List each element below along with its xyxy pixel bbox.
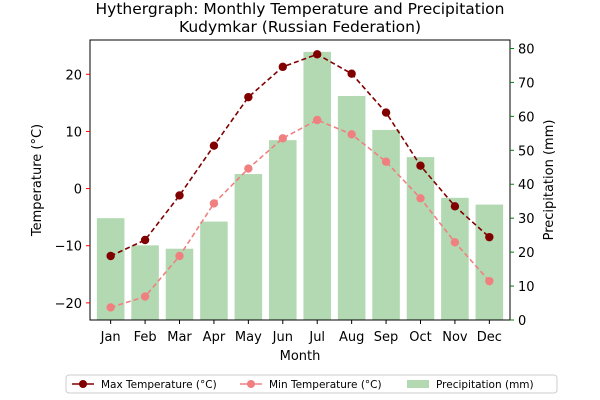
min-temperature-line [110, 119, 490, 309]
y-right-tick-label: 50 [518, 144, 535, 159]
max-temperature-point [347, 69, 356, 78]
x-tick-label: Aug [339, 330, 364, 345]
x-tick-label: May [235, 330, 262, 345]
temperature-lines [106, 50, 494, 312]
y-right-tick-label: 0 [518, 314, 526, 329]
min-temperature-point [244, 164, 253, 173]
y-right-tick-label: 30 [518, 212, 535, 227]
min-temperature-point [175, 251, 184, 261]
x-tick-label: Nov [442, 330, 468, 345]
precipitation-bar [234, 174, 263, 320]
precipitation-bars [96, 51, 504, 321]
max-temperature-point [106, 251, 115, 261]
precipitation-bar [441, 197, 469, 320]
chart-title-line2: Kudymkar (Russian Federation) [179, 18, 421, 36]
y-axis-left-label: Temperature (°C) [30, 124, 45, 237]
precipitation-bar [165, 248, 194, 320]
max-temperature-point [313, 50, 322, 59]
max-temperature-line [110, 53, 490, 257]
legend-box [65, 374, 558, 394]
x-tick-label: Sep [374, 330, 399, 345]
precipitation-bar [269, 140, 297, 320]
precipitation-bar [200, 221, 228, 320]
y-axis-right: 0 10 20 30 40 50 60 70 80 [510, 42, 535, 329]
y-right-tick-label: 20 [518, 246, 535, 261]
x-tick-label: Mar [167, 330, 192, 345]
x-tick-label: Dec [477, 330, 502, 345]
min-temperature-point [140, 292, 150, 301]
min-temperature-point [278, 134, 287, 143]
max-temperature-point [140, 235, 150, 245]
y-right-tick-label: 80 [518, 42, 535, 57]
y-left-tick-label: −10 [55, 240, 82, 255]
y-left-tick-label: 10 [65, 125, 82, 140]
legend-bar-swatch [407, 380, 429, 388]
legend-label: Precipitation (mm) [436, 379, 534, 391]
precipitation-bar [131, 245, 159, 320]
max-temperature-point [381, 108, 391, 117]
min-temperature-point [313, 115, 322, 125]
y-axis-right-label: Precipitation (mm) [542, 120, 557, 241]
min-temperature-point [416, 194, 425, 203]
max-temperature-point [244, 92, 253, 102]
plot-frame [89, 39, 511, 321]
min-temperature-point [485, 276, 494, 286]
precipitation-bar [303, 51, 331, 321]
y-left-tick-label: −20 [55, 297, 82, 312]
legend-marker-swatch [79, 380, 87, 388]
x-tick-label: Apr [203, 330, 226, 345]
x-tick-label: Jan [100, 330, 121, 345]
x-tick-label: Jul [308, 330, 325, 345]
chart-legend: Max Temperature (°C) Min Temperature (°C)… [65, 374, 558, 394]
min-temperature-point [209, 199, 219, 208]
x-axis-label: Month [280, 349, 321, 364]
x-tick-label: Jun [272, 330, 293, 345]
min-temperature-point [347, 130, 356, 139]
x-tick-label: Oct [409, 330, 431, 345]
legend-marker-swatch [247, 380, 255, 388]
max-temperature-point [450, 202, 460, 211]
legend-label: Min Temperature (°C) [269, 379, 382, 391]
max-temperature-point [209, 141, 219, 150]
y-right-tick-label: 60 [518, 110, 535, 125]
y-left-tick-label: 20 [65, 68, 82, 83]
precipitation-bar [475, 204, 504, 320]
max-temperature-point [175, 191, 184, 200]
max-temperature-point [485, 232, 494, 242]
legend-label: Max Temperature (°C) [101, 379, 217, 391]
precipitation-bar [406, 157, 435, 320]
y-right-tick-label: 70 [518, 76, 535, 91]
precipitation-bar [96, 218, 125, 320]
y-right-tick-label: 10 [518, 280, 535, 295]
x-axis: Jan Feb Mar Apr May Jun Jul Aug Sep Oct Nov Dec [100, 320, 502, 345]
x-tick-label: Feb [134, 330, 157, 345]
y-left-tick-label: 0 [74, 183, 82, 198]
max-temperature-point [278, 62, 287, 72]
chart-title-line1: Hythergraph: Monthly Temperature and Pre… [96, 0, 505, 18]
min-temperature-point [450, 238, 460, 247]
y-right-tick-label: 40 [518, 178, 535, 193]
min-temperature-point [381, 157, 391, 166]
max-temperature-point [416, 161, 425, 170]
y-axis-left: −20 −10 0 10 20 [55, 68, 90, 312]
min-temperature-point [106, 303, 115, 312]
